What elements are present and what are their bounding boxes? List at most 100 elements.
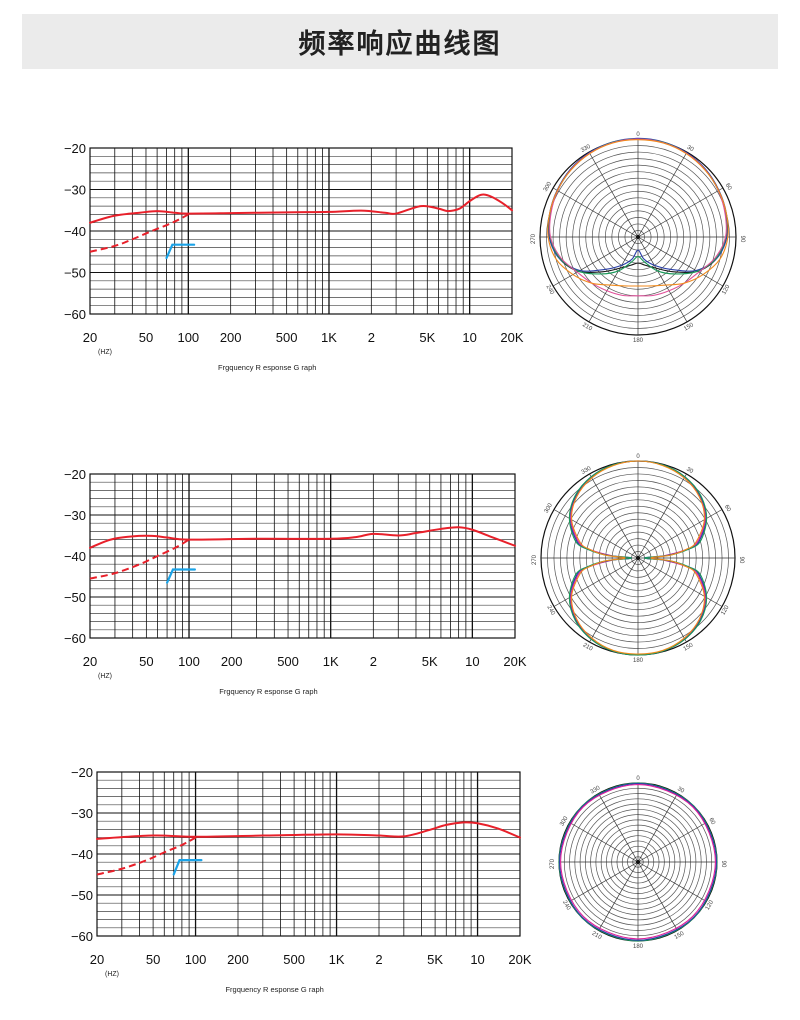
polar-spoke (569, 822, 639, 863)
polar-angle-label: 240 (545, 605, 556, 617)
x-unit-label: (HZ) (98, 673, 112, 680)
y-tick-label: −30 (71, 806, 93, 821)
polar-spoke (552, 187, 639, 238)
plot-frame (89, 147, 513, 315)
x-tick-label: 200 (221, 654, 243, 669)
x-tick-label: 5K (419, 330, 435, 345)
x-tick-label: 500 (283, 952, 305, 967)
series-response (89, 193, 513, 224)
x-tick-label: 2 (370, 654, 377, 669)
polar-angle-label: 180 (633, 338, 644, 344)
polar-angle-label: 60 (723, 504, 732, 513)
x-tick-label: 20 (90, 952, 104, 967)
polar-spoke (598, 793, 639, 863)
x-unit-label: (HZ) (98, 349, 112, 356)
polar-angle-label: 180 (633, 944, 644, 950)
x-tick-label: 10 (465, 654, 479, 669)
polar-series-4 (571, 460, 705, 655)
x-tick-label: 20K (503, 654, 526, 669)
polar-angle-label: 30 (686, 145, 695, 154)
polar-spoke (588, 151, 639, 238)
series-high-pass-symbol (165, 243, 196, 260)
polar-angle-label: 270 (550, 858, 556, 869)
polar-series-3 (568, 460, 708, 656)
x-tick-label: 5K (422, 654, 438, 669)
frequency-chart-1: −20 −30 −40 −50 −60 20 50 100 200 500 1K 2 5K 10 20K (H… (64, 141, 524, 372)
x-tick-label: 1K (323, 654, 339, 669)
polar-chart-2: 0 30 60 90 120 150 180 210 240 270 300 330 (532, 454, 744, 664)
polar-angle-label: 90 (720, 861, 726, 868)
x-tick-label: 1K (321, 330, 337, 345)
polar-spoke (598, 861, 639, 931)
polar-angle-label: 30 (676, 786, 685, 795)
polar-angle-label: 210 (591, 931, 603, 942)
polar-spoke (588, 236, 639, 323)
series-low-cut (89, 538, 190, 580)
x-tick-label: 2 (375, 952, 382, 967)
polar-spoke (569, 861, 639, 902)
series-high-pass-symbol (165, 568, 196, 584)
chart-caption: Frgquency R esponse G raph (225, 985, 323, 994)
y-tick-label: −60 (64, 307, 86, 322)
polar-spoke (637, 236, 688, 323)
polar-angle-label: 150 (683, 642, 695, 653)
x-tick-label: 200 (220, 330, 242, 345)
x-tick-label: 50 (139, 654, 153, 669)
polar-angle-label: 270 (532, 554, 538, 565)
series-high-pass-symbol (172, 859, 203, 876)
polar-center (636, 860, 640, 864)
polar-chart-1: 0 30 60 90 120 150 180 210 240 270 300 330 (531, 132, 745, 344)
x-tick-label: 200 (227, 952, 249, 967)
polar-angle-label: 90 (739, 236, 745, 243)
y-tick-label: −60 (71, 929, 93, 944)
polar-angle-label: 330 (581, 465, 593, 476)
polar-center (636, 556, 640, 560)
polar-spoke (637, 557, 723, 607)
polar-angle-label: 210 (581, 322, 593, 333)
x-tick-label: 20 (83, 654, 97, 669)
x-tick-label: 10 (462, 330, 476, 345)
polar-angle-label: 300 (559, 815, 570, 827)
y-tick-label: −30 (64, 183, 86, 198)
polar-spoke (637, 187, 724, 238)
x-tick-label: 1K (329, 952, 345, 967)
y-tick-label: −60 (64, 631, 86, 646)
polar-angle-label: 210 (582, 642, 594, 653)
polar-angle-label: 150 (674, 930, 686, 941)
polar-spoke (637, 509, 723, 559)
polar-angle-label: 0 (636, 454, 640, 460)
x-tick-label: 20K (508, 952, 531, 967)
y-tick-label: −50 (64, 266, 86, 281)
chart-caption: Frgquency R esponse G raph (219, 687, 317, 696)
polar-angle-label: 120 (705, 899, 716, 911)
polar-spoke (637, 151, 688, 238)
polar-center (636, 235, 640, 239)
series-response (89, 526, 516, 549)
plot-frame (96, 771, 521, 937)
x-tick-label: 50 (139, 330, 153, 345)
y-tick-label: −40 (64, 224, 86, 239)
y-tick-label: −30 (64, 508, 86, 523)
polar-angle-label: 90 (738, 557, 744, 564)
x-tick-label: 20 (83, 330, 97, 345)
y-tick-label: −50 (71, 888, 93, 903)
polar-angle-label: 60 (724, 183, 733, 192)
polar-spoke (637, 822, 707, 863)
polar-spoke (553, 509, 639, 559)
polar-angle-label: 60 (707, 817, 716, 826)
frequency-chart-2: −20 −30 −40 −50 −60 20 50 100 200 500 1K 2 5K 10 20K (H… (64, 467, 527, 696)
polar-spoke (637, 793, 678, 863)
polar-spoke (553, 557, 639, 607)
polar-chart-3: 0 30 60 90 120 150 180 210 240 270 300 330 (550, 776, 726, 950)
polar-spoke (589, 557, 639, 643)
polar-spoke (637, 861, 707, 902)
y-tick-label: −40 (64, 549, 86, 564)
series-low-cut (89, 213, 189, 253)
page-title: 频率响应曲线图 (298, 29, 502, 60)
series-low-cut (96, 836, 197, 876)
y-tick-label: −20 (64, 467, 86, 482)
polar-angle-label: 240 (545, 284, 556, 296)
y-tick-label: −20 (71, 765, 93, 780)
polar-series-3 (560, 784, 716, 940)
